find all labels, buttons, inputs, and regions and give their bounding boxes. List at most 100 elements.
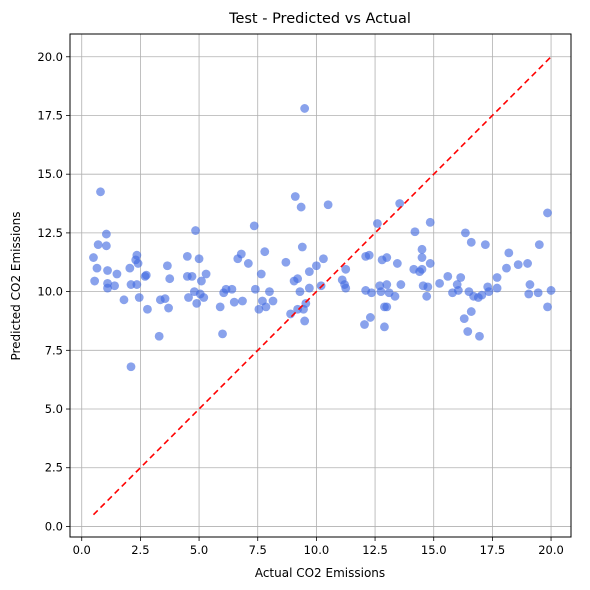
data-point: [134, 293, 144, 302]
data-point: [297, 242, 307, 252]
data-points: [89, 104, 556, 372]
data-point: [154, 331, 164, 341]
chart-title: Test - Predicted vs Actual: [228, 11, 411, 27]
data-point: [477, 290, 487, 300]
data-point: [93, 240, 103, 250]
data-point: [119, 295, 129, 305]
data-point: [260, 247, 270, 257]
data-point: [323, 200, 333, 210]
data-point: [502, 263, 511, 273]
data-point: [143, 304, 152, 314]
reference-line: [92, 56, 552, 516]
data-point: [461, 228, 470, 238]
data-point: [250, 284, 260, 294]
data-point: [101, 229, 111, 239]
data-point: [382, 302, 392, 312]
data-point: [395, 199, 405, 208]
data-point: [492, 283, 502, 293]
data-point: [524, 289, 534, 299]
data-point: [194, 254, 204, 264]
x-tick-label: 0.0: [73, 543, 91, 557]
data-point: [165, 274, 175, 284]
data-point: [182, 251, 192, 261]
data-point: [90, 276, 100, 286]
data-point: [382, 280, 392, 289]
data-point: [453, 286, 463, 295]
y-tick-label: 5.0: [45, 402, 63, 416]
data-point: [435, 278, 444, 288]
data-point: [425, 217, 435, 227]
data-point: [300, 316, 310, 326]
data-point: [192, 298, 202, 308]
data-point: [459, 314, 469, 324]
data-point: [373, 219, 382, 228]
data-point: [466, 307, 476, 316]
data-point: [365, 313, 375, 322]
data-point: [261, 302, 271, 312]
data-point: [360, 320, 369, 329]
y-axis-label: Predicted CO2 Emissions: [9, 211, 23, 360]
x-axis-label: Actual CO2 Emissions: [255, 566, 385, 580]
data-point: [390, 291, 400, 301]
x-tick-label: 15.0: [421, 543, 447, 557]
data-point: [316, 281, 326, 291]
data-point: [417, 264, 427, 274]
data-point: [296, 202, 306, 212]
data-point: [96, 187, 105, 197]
plot-frame: [69, 33, 572, 538]
y-tick-label: 10.0: [37, 285, 63, 299]
data-point: [523, 259, 532, 268]
data-point: [475, 331, 484, 341]
data-point: [103, 278, 112, 288]
x-tick-label: 17.5: [480, 543, 506, 557]
data-point: [126, 362, 136, 372]
data-point: [513, 260, 523, 270]
data-point: [125, 263, 135, 273]
data-point: [311, 261, 321, 271]
data-point: [110, 281, 119, 291]
data-point: [133, 259, 143, 268]
y-tick-label: 20.0: [37, 50, 63, 64]
data-point: [215, 302, 225, 312]
data-point: [533, 288, 543, 298]
data-point: [396, 280, 406, 289]
data-point: [463, 327, 473, 336]
data-point: [268, 296, 278, 306]
data-point: [466, 237, 476, 247]
data-point: [504, 248, 514, 258]
data-point: [162, 261, 172, 271]
data-point: [301, 298, 311, 308]
data-point: [249, 221, 259, 231]
data-point: [227, 284, 237, 294]
data-point: [187, 271, 197, 281]
data-point: [281, 257, 291, 267]
y-tick-label: 2.5: [45, 461, 63, 475]
data-point: [341, 283, 351, 293]
y-tick-label: 0.0: [45, 519, 63, 533]
data-point: [319, 254, 328, 264]
data-point: [546, 286, 556, 295]
data-point: [417, 253, 427, 262]
data-point: [164, 303, 173, 313]
data-point: [265, 287, 274, 297]
data-point: [543, 208, 552, 218]
data-point: [382, 253, 392, 262]
data-point: [238, 296, 247, 306]
data-point: [141, 270, 151, 280]
data-point: [304, 267, 314, 277]
axis-ticks: 0.0 2.5 5.0 7.5 10.0 12.5 15.0 17.5 20.0 0.0 2.5 5.…: [37, 50, 563, 557]
data-point: [201, 269, 211, 279]
x-tick-label: 7.5: [249, 543, 267, 557]
data-point: [364, 250, 374, 260]
data-point: [132, 250, 142, 260]
data-point: [480, 240, 490, 250]
x-tick-label: 2.5: [131, 543, 149, 557]
data-point: [300, 104, 310, 113]
y-tick-label: 15.0: [37, 167, 63, 181]
data-point: [132, 280, 142, 289]
data-point: [254, 304, 264, 314]
y-tick-label: 7.5: [45, 343, 63, 357]
data-point: [295, 287, 305, 297]
